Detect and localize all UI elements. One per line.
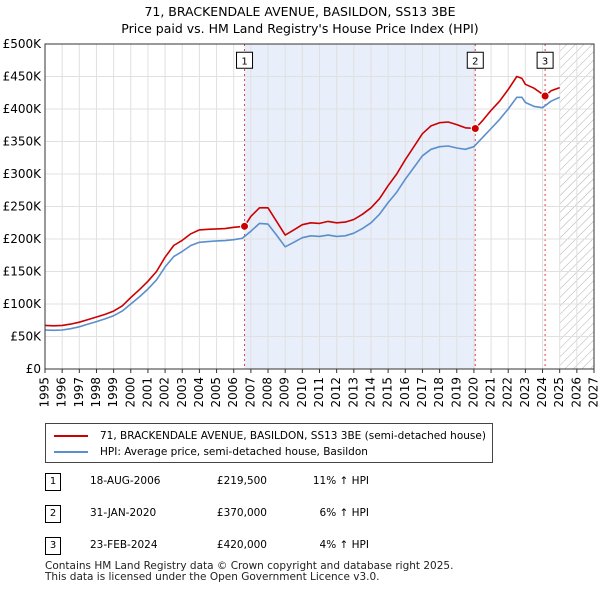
sale-marker-box <box>536 51 554 69</box>
x-tick-label: 2025 <box>552 377 566 408</box>
x-tick-label: 2014 <box>363 377 377 408</box>
transaction-number: 3 <box>45 537 61 555</box>
transaction-price: £370,000 <box>216 507 267 519</box>
x-tick-label: 2001 <box>140 377 154 408</box>
x-tick-label: 2010 <box>295 377 309 408</box>
x-tick-label: 2012 <box>329 377 343 408</box>
transaction-number: 1 <box>45 473 61 491</box>
x-tick-label: 2005 <box>209 377 223 408</box>
sale-point <box>470 124 480 133</box>
y-tick-label: £250K <box>3 200 43 214</box>
x-tick-label: 2009 <box>278 377 292 408</box>
x-tick-label: 2000 <box>123 377 137 408</box>
y-tick-label: £100K <box>3 297 43 311</box>
transaction-date: 31-JAN-2020 <box>90 507 157 519</box>
x-tick-label: 2021 <box>484 377 498 408</box>
x-tick-label: 2013 <box>346 377 360 408</box>
sale-point <box>540 91 550 101</box>
legend-item-property: 71, BRACKENDALE AVENUE, BASILDON, SS13 3… <box>54 428 486 444</box>
x-tick-label: 2022 <box>501 377 515 408</box>
sale-point <box>240 221 250 231</box>
property-price-line <box>45 75 560 327</box>
x-tick-label: 2027 <box>587 377 600 408</box>
transaction-row: 1 18-AUG-2006 £219,500 11% ↑ HPI <box>45 473 465 491</box>
transaction-row: 3 23-FEB-2024 £420,000 4% ↑ HPI <box>45 537 465 555</box>
transaction-hpi: 11% ↑ HPI <box>312 475 369 487</box>
transaction-hpi: 4% ↑ HPI <box>319 539 369 551</box>
x-tick-label: 1995 <box>38 377 52 408</box>
x-tick-label: 2016 <box>398 377 412 408</box>
x-tick-label: 2006 <box>226 377 240 408</box>
legend-swatch-property <box>54 435 88 437</box>
legend: 71, BRACKENDALE AVENUE, BASILDON, SS13 3… <box>45 423 493 463</box>
legend-label-hpi: HPI: Average price, semi-detached house,… <box>100 446 368 458</box>
x-tick-label: 2008 <box>261 377 275 408</box>
transaction-row: 2 31-JAN-2020 £370,000 6% ↑ HPI <box>45 505 465 523</box>
transaction-date: 23-FEB-2024 <box>90 539 158 551</box>
chart-title: 71, BRACKENDALE AVENUE, BASILDON, SS13 3… <box>144 4 456 19</box>
footer-line-licence: This data is licensed under the Open Gov… <box>45 571 380 583</box>
y-tick-label: £50K <box>10 330 42 344</box>
y-tick-label: £500K <box>3 37 43 51</box>
sale-marker-label: 3 <box>542 56 548 67</box>
transaction-price: £219,500 <box>216 475 267 487</box>
footer-line-copyright: Contains HM Land Registry data © Crown c… <box>45 560 454 572</box>
x-tick-label: 1999 <box>106 377 120 408</box>
transaction-price: £420,000 <box>216 539 267 551</box>
chart-subtitle: Price paid vs. HM Land Registry's House … <box>121 21 479 36</box>
legend-label-property: 71, BRACKENDALE AVENUE, BASILDON, SS13 3… <box>100 430 486 442</box>
y-tick-label: £0 <box>26 362 41 376</box>
legend-item-hpi: HPI: Average price, semi-detached house,… <box>54 444 368 460</box>
y-tick-label: £300K <box>3 167 43 181</box>
hpi-line <box>45 96 561 332</box>
y-tick-label: £350K <box>3 135 43 149</box>
price-chart: 1 2 3 £0 £50K £100K £150K £200K £250K £300K £350K… <box>3 37 600 408</box>
x-tick-label: 2024 <box>535 377 549 408</box>
x-tick-label: 2019 <box>449 377 463 408</box>
x-tick-label: 2007 <box>243 377 257 408</box>
x-tick-label: 1996 <box>55 377 69 408</box>
y-tick-label: £200K <box>3 232 43 246</box>
transaction-hpi: 6% ↑ HPI <box>319 507 369 519</box>
sale-marker-label: 2 <box>472 56 478 67</box>
y-tick-label: £450K <box>3 70 43 84</box>
plot-frame <box>44 43 595 370</box>
sale-marker-box <box>236 51 254 69</box>
x-tick-label: 2026 <box>569 377 583 408</box>
x-tick-label: 2018 <box>432 377 446 408</box>
y-tick-label: £150K <box>3 265 43 279</box>
x-tick-label: 2020 <box>466 377 480 408</box>
transaction-date: 18-AUG-2006 <box>90 475 161 487</box>
x-tick-label: 2002 <box>158 377 172 408</box>
x-tick-label: 2004 <box>192 377 206 408</box>
x-tick-label: 2015 <box>381 377 395 408</box>
transaction-number: 2 <box>45 505 61 523</box>
sale-marker-box <box>466 51 484 69</box>
x-tick-label: 2023 <box>518 377 532 408</box>
x-tick-label: 2003 <box>175 377 189 408</box>
y-tick-label: £400K <box>3 102 43 116</box>
x-tick-label: 2017 <box>415 377 429 408</box>
footer-attribution: Contains HM Land Registry data © Crown c… <box>45 561 453 583</box>
sale-marker-label: 1 <box>241 56 247 67</box>
x-tick-label: 1998 <box>89 377 103 408</box>
chart-title-block: 71, BRACKENDALE AVENUE, BASILDON, SS13 3… <box>0 3 600 37</box>
legend-swatch-hpi <box>54 451 88 453</box>
x-tick-label: 2011 <box>312 377 326 408</box>
x-tick-label: 1997 <box>72 377 86 408</box>
